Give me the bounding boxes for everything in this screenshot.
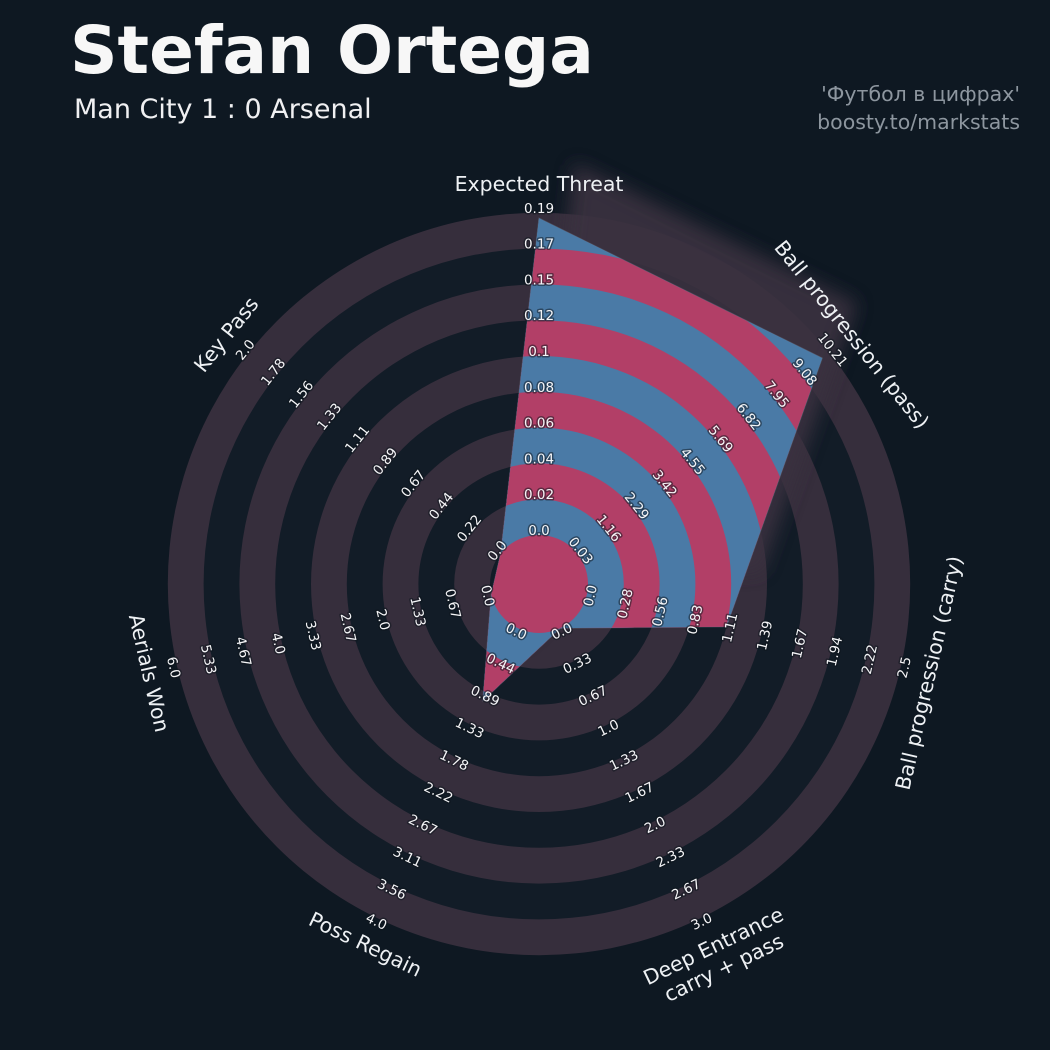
tick-label: 0.08 (524, 380, 554, 396)
tick-label: 2.5 (895, 655, 915, 680)
page-title: Stefan Ortega (70, 12, 594, 89)
tick-label: 0.0 (477, 584, 497, 609)
tick-label: 0.06 (524, 416, 554, 432)
tick-label: 0.17 (524, 237, 554, 253)
tick-label: 5.33 (197, 643, 219, 676)
tick-label: 2.0 (372, 607, 392, 632)
credit-line-1: 'Футбол в цифрах' (821, 82, 1020, 106)
tick-label: 4.0 (268, 631, 288, 656)
tick-label: 0.12 (524, 308, 554, 324)
tick-label: 0.04 (524, 451, 554, 467)
tick-label: 0.0 (528, 523, 549, 539)
tick-label: 0.19 (524, 201, 554, 217)
tick-label: 0.15 (524, 272, 554, 288)
radar-center-circle (490, 535, 588, 633)
tick-label: 6.0 (163, 655, 183, 680)
tick-label: 0.1 (528, 344, 549, 360)
axis-title-expected-threat: Expected Threat (455, 172, 624, 196)
match-subtitle: Man City 1 : 0 Arsenal (74, 94, 372, 125)
credit-block: 'Футбол в цифрах' boosty.to/markstats (817, 80, 1020, 137)
credit-line-2: boosty.to/markstats (817, 110, 1020, 135)
tick-label: 0.0 (581, 584, 601, 609)
tick-label: 0.02 (524, 487, 554, 503)
